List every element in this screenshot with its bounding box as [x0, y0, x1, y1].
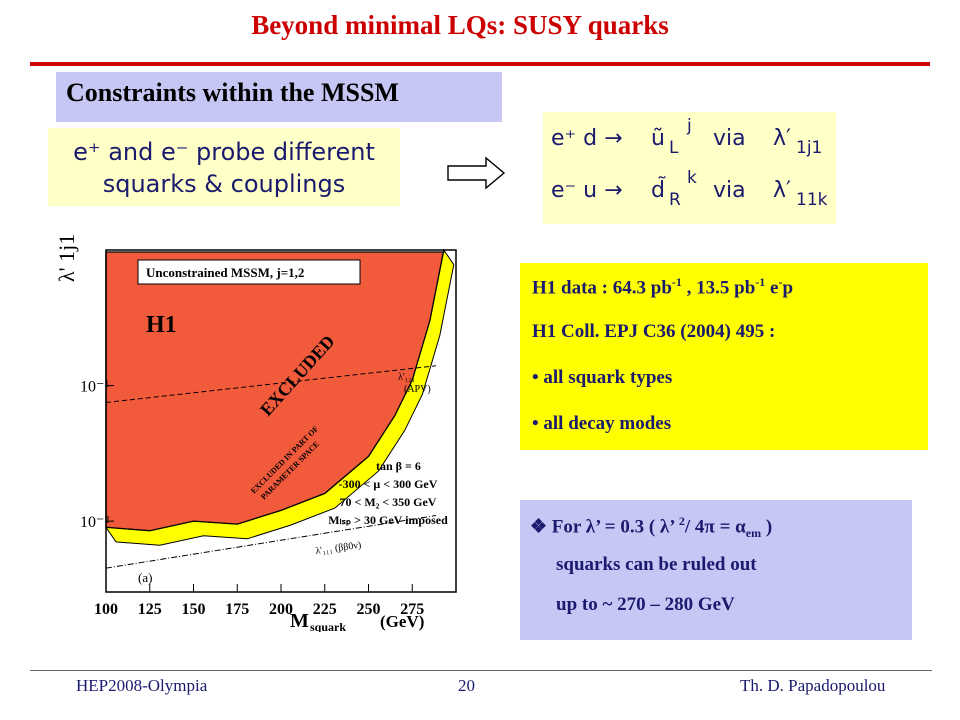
- x-axis-label: M: [290, 610, 309, 632]
- parameter-text: 70 < M₂ < 350 GeV: [340, 495, 437, 509]
- legend-text: Unconstrained MSSM, j=1,2: [146, 265, 304, 280]
- reaction-1-coupling: λ′: [773, 126, 792, 151]
- result-text-a: For λ’ = 0.3 ( λ’: [551, 516, 679, 538]
- x-tick-label: 225: [313, 601, 337, 618]
- experiment-label: H1: [146, 312, 177, 338]
- x-tick-label: 275: [400, 601, 424, 618]
- x-tick-label: 200: [269, 601, 293, 618]
- reaction-1-lhs: e⁺ d →: [551, 126, 623, 151]
- probe-note-box: e⁺ and e⁻ probe different squarks & coup…: [48, 128, 400, 206]
- page-number: 20: [458, 676, 475, 695]
- x-axis-unit: (GeV): [380, 612, 424, 631]
- double-beta-limit-line: [105, 515, 437, 569]
- reaction-2-via: via: [713, 178, 746, 203]
- bullet-squark-types: • all squark types: [532, 367, 673, 388]
- slide-title: Beyond minimal LQs: SUSY quarks: [251, 10, 669, 40]
- footer-rule: [30, 670, 932, 671]
- x-tick-label: 150: [182, 601, 206, 618]
- apv-curve-label-2: (APV): [404, 384, 431, 395]
- reaction-1-coupling-sub: 1j1: [796, 138, 823, 158]
- legend-box: [137, 259, 361, 285]
- y-axis-label: λ' 1j1: [58, 234, 79, 282]
- parameter-text: Mₗₛₚ > 30 GeV imposed: [328, 513, 448, 527]
- y-tick-label: 10⁻²: [80, 514, 109, 531]
- reaction-1-index: j: [687, 116, 692, 136]
- parameter-text: -300 < μ < 300 GeV: [339, 477, 438, 491]
- result-text-b: / 4π = α: [684, 516, 746, 538]
- result-text-c: ): [761, 516, 773, 538]
- h1-data-box: H1 data : 64.3 pb-1 , 13.5 pb-1 e-p H1 C…: [520, 263, 928, 450]
- reaction-2-squark: d̃: [651, 178, 665, 203]
- lumi-text-a: H1 data : 64.3 pb: [532, 277, 672, 299]
- result-line-2: squarks can be ruled out: [556, 554, 757, 575]
- reaction-2-chirality: R: [669, 190, 681, 210]
- lumi-sup-3: -: [778, 275, 783, 289]
- probe-line-2: squarks & couplings: [102, 170, 346, 198]
- result-box: ❖ For λ’ = 0.3 ( λ’ 2/ 4π = αem ) squark…: [520, 500, 912, 640]
- x-axis-label-sub: squark: [310, 620, 346, 632]
- parameter-text: tan β = 6: [376, 459, 421, 473]
- result-sup: 2: [678, 514, 685, 528]
- plot-area: 100 125 150 175 200 225 250 275 10⁻¹ 10⁻² λ' 1j1 M s…: [58, 234, 457, 632]
- title-underline: [30, 62, 930, 66]
- probe-line-1: e⁺ and e⁻ probe different: [73, 138, 375, 166]
- reaction-1-via: via: [713, 126, 746, 151]
- lumi-text-c: e: [765, 277, 779, 299]
- y-tick-label: 10⁻¹: [80, 379, 109, 396]
- x-tick-label: 100: [94, 601, 118, 618]
- result-line-3: up to ~ 270 – 280 GeV: [556, 594, 735, 615]
- bullet-decay-modes: • all decay modes: [532, 413, 672, 434]
- reaction-1-squark: ũ: [651, 126, 665, 151]
- double-beta-curve-label: λ'₁₁₁ (ββ0ν): [315, 540, 362, 557]
- luminosity-line: H1 data : 64.3 pb-1 , 13.5 pb-1 e-p: [532, 275, 928, 321]
- footer-conference: HEP2008-Olympia: [76, 676, 208, 695]
- lumi-sup-2: -1: [755, 275, 766, 289]
- lumi-text-b: , 13.5 pb: [681, 277, 756, 299]
- x-tick-label: 125: [138, 601, 162, 618]
- apv-curve-label: λ'₁₂₁: [398, 372, 415, 383]
- lumi-sup-1: -1: [671, 275, 682, 289]
- right-arrow-icon: [447, 156, 506, 190]
- diamond-bullet-icon: ❖: [530, 516, 548, 538]
- x-tick-label: 250: [357, 601, 381, 618]
- result-sub: em: [745, 526, 762, 541]
- footer-author: Th. D. Papadopoulou: [740, 676, 886, 695]
- excluded-region: [105, 249, 445, 532]
- apv-limit-line: [105, 365, 437, 403]
- section-heading: Constraints within the MSSM: [56, 72, 502, 122]
- reaction-box: e⁺ d → ũ L j via λ′ 1j1 e⁻ u → d̃ R k v…: [543, 112, 836, 224]
- exclusion-plot: 100 125 150 175 200 225 250 275 10⁻¹ 10⁻² λ' 1j1 M s…: [58, 234, 457, 632]
- reference-line: H1 Coll. EPJ C36 (2004) 495 :: [532, 321, 776, 342]
- reaction-2-index: k: [687, 168, 697, 188]
- reaction-1-chirality: L: [669, 138, 679, 158]
- lumi-text-d: p: [782, 277, 794, 299]
- result-line-1: ❖ For λ’ = 0.3 ( λ’ 2/ 4π = αem ): [530, 514, 912, 554]
- panel-label: (a): [138, 570, 152, 585]
- reaction-2-coupling: λ′: [773, 178, 792, 203]
- reaction-2-coupling-sub: 11k: [796, 190, 828, 210]
- reaction-2-lhs: e⁻ u →: [551, 178, 623, 203]
- x-tick-label: 175: [225, 601, 249, 618]
